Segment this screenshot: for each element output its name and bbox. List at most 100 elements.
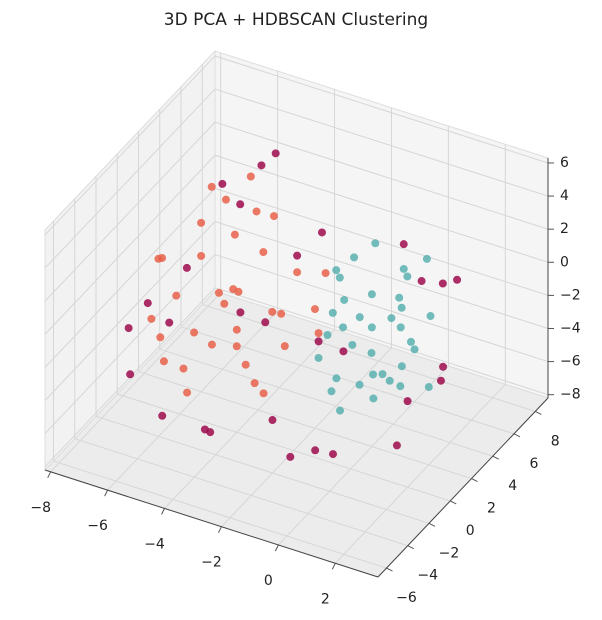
- x-tick-label: −6: [87, 518, 108, 534]
- y-tick-label: 0: [466, 523, 475, 539]
- grid-line: [334, 383, 506, 564]
- y-tick-label: 4: [508, 478, 517, 494]
- data-point: [214, 288, 223, 297]
- grid-line: [74, 438, 408, 547]
- data-point: [271, 149, 280, 158]
- data-point: [232, 325, 241, 334]
- grid-line: [95, 415, 430, 524]
- data-point: [261, 318, 270, 327]
- data-point: [179, 364, 188, 373]
- data-point: [277, 309, 286, 318]
- data-point: [355, 313, 364, 322]
- data-point: [332, 266, 341, 275]
- data-point: [259, 389, 268, 398]
- y-tick: [428, 522, 436, 527]
- data-point: [422, 254, 431, 263]
- data-point: [143, 299, 152, 308]
- data-point: [350, 253, 359, 262]
- grid-line: [214, 88, 549, 197]
- z-tick-label: 2: [560, 221, 569, 237]
- data-point: [321, 269, 330, 278]
- data-point: [280, 342, 289, 351]
- data-point: [397, 362, 406, 371]
- grid-line: [164, 329, 335, 509]
- z-tick-label: −8: [560, 387, 581, 403]
- data-point: [230, 230, 239, 239]
- data-point: [410, 345, 419, 354]
- y-tick: [513, 433, 521, 438]
- grid-line: [278, 365, 449, 546]
- data-point: [311, 446, 320, 455]
- data-point: [439, 362, 448, 371]
- x-tick: [274, 544, 279, 552]
- data-point: [232, 342, 241, 351]
- data-point: [165, 318, 174, 327]
- data-point: [403, 397, 412, 406]
- grid-line: [214, 55, 549, 164]
- data-point: [369, 370, 378, 379]
- grid-line: [53, 460, 387, 569]
- x-tick-label: −4: [144, 536, 165, 552]
- data-point: [328, 308, 337, 317]
- data-point: [335, 273, 344, 282]
- z-tick-label: 0: [560, 254, 569, 270]
- data-point: [340, 295, 349, 304]
- data-point: [399, 264, 408, 273]
- data-point: [156, 333, 165, 342]
- grid-line: [221, 347, 392, 528]
- chart-title: 3D PCA + HDBSCAN Clustering: [164, 10, 428, 30]
- data-point: [355, 380, 364, 389]
- data-point: [252, 207, 261, 216]
- data-point: [406, 337, 415, 346]
- data-point: [172, 291, 181, 300]
- y-tick-label: −6: [396, 590, 417, 606]
- x-tick-label: −2: [201, 555, 222, 571]
- data-point: [399, 240, 408, 249]
- data-point: [424, 383, 433, 392]
- grid-line: [44, 88, 216, 269]
- data-point: [426, 312, 435, 321]
- axis-line: [377, 397, 549, 578]
- y-tick: [450, 500, 457, 505]
- data-point: [395, 293, 404, 302]
- x-tick: [104, 489, 109, 497]
- data-point: [207, 340, 216, 349]
- data-point: [348, 340, 357, 349]
- data-point: [234, 287, 243, 296]
- data-point: [221, 195, 230, 204]
- x-tick: [161, 508, 165, 515]
- y-tick: [386, 567, 393, 572]
- grid-line: [214, 121, 549, 230]
- data-point: [220, 299, 229, 308]
- data-point: [453, 275, 462, 284]
- y-tick-label: −2: [439, 545, 460, 561]
- x-tick: [47, 471, 52, 479]
- data-point: [257, 161, 266, 170]
- y-tick-label: 6: [530, 456, 539, 472]
- data-point: [367, 290, 376, 299]
- grid-line: [214, 287, 549, 396]
- data-point: [126, 370, 135, 379]
- data-point: [197, 251, 206, 260]
- data-point: [246, 172, 255, 181]
- data-point: [385, 376, 394, 385]
- data-point: [147, 314, 156, 323]
- grid-line: [107, 310, 278, 491]
- grid-line: [44, 221, 216, 401]
- data-point: [396, 323, 405, 332]
- data-point: [310, 305, 319, 314]
- data-point: [197, 218, 206, 227]
- data-point: [218, 179, 227, 188]
- data-point: [183, 388, 192, 397]
- data-point: [293, 251, 302, 260]
- y-tick: [407, 545, 414, 550]
- data-point: [367, 349, 376, 358]
- grid-line: [138, 371, 472, 480]
- data-point: [367, 323, 376, 332]
- axis-line: [44, 469, 379, 578]
- z-tick-label: 4: [560, 188, 569, 204]
- data-point: [327, 387, 336, 396]
- data-point: [417, 277, 426, 286]
- data-point: [158, 411, 167, 420]
